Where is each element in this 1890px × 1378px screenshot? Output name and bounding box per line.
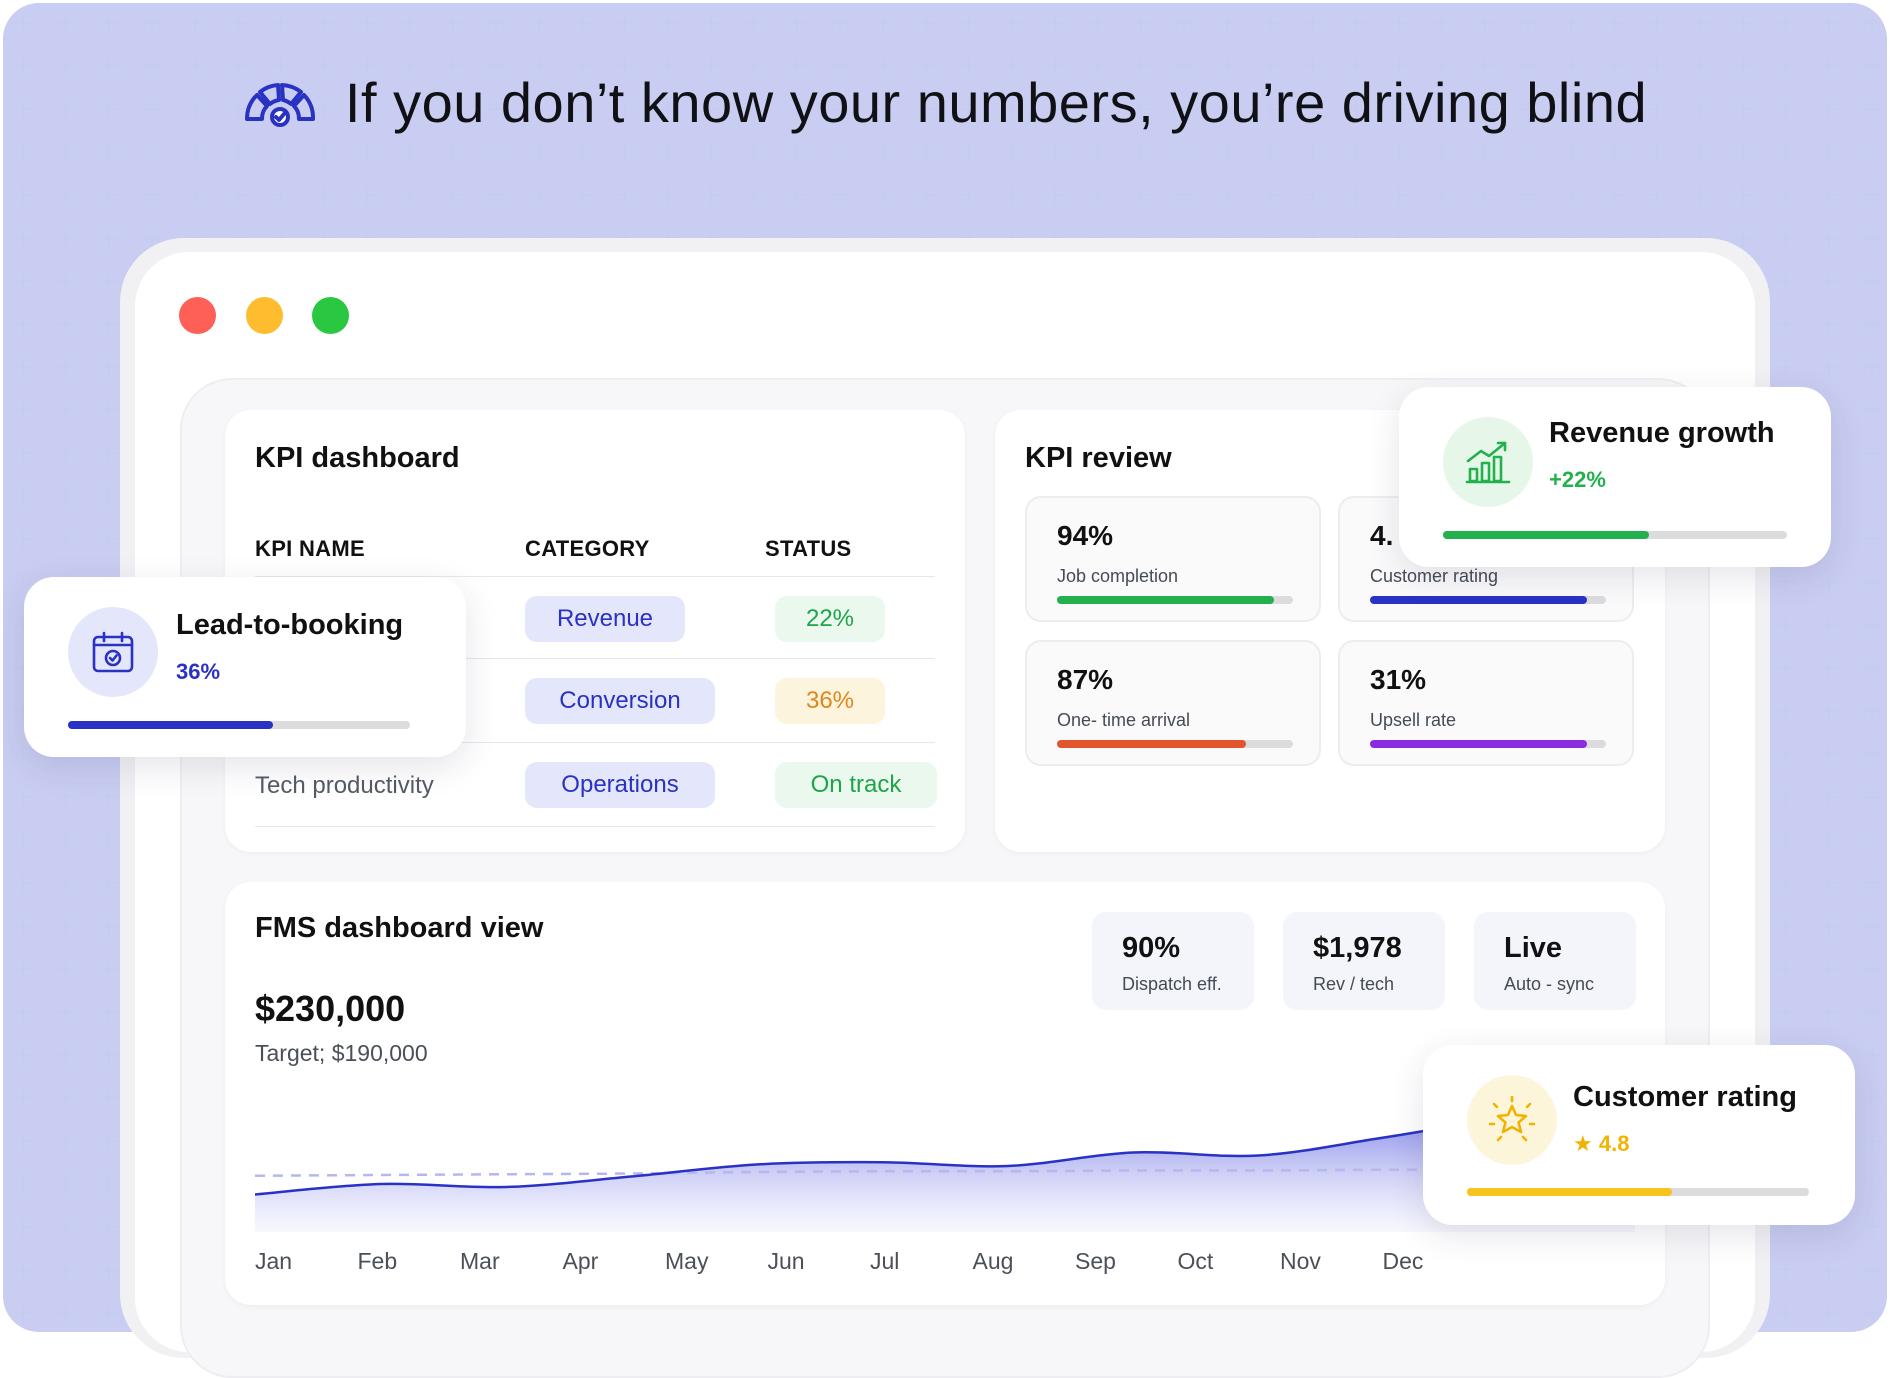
month-label: Nov (1280, 1248, 1321, 1274)
customer-rating-value-wrap: ★ 4.8 (1573, 1131, 1629, 1157)
category-badge-revenue: Revenue (525, 596, 685, 642)
headline-text: If you don’t know your numbers, you’re d… (344, 71, 1648, 134)
row-divider (255, 826, 935, 827)
kpi-tile-on-time-arrival[interactable]: 87% One- time arrival (1025, 640, 1321, 766)
revenue-growth-card[interactable]: Revenue growth +22% (1399, 387, 1831, 567)
row-divider (255, 742, 935, 743)
progress-track (1467, 1188, 1809, 1196)
stat-value: $1,978 (1313, 932, 1402, 964)
headline: If you don’t know your numbers, you’re d… (0, 70, 1890, 135)
window-close-button[interactable] (179, 297, 216, 334)
star-icon: ★ (1573, 1131, 1593, 1156)
progress-track (1057, 740, 1293, 748)
progress-track (1443, 531, 1787, 539)
stat-label: Dispatch eff. (1122, 974, 1222, 994)
progress-fill (1443, 531, 1650, 539)
lead-to-booking-card[interactable]: Lead-to-booking 36% (24, 577, 466, 757)
kpi-value: 94% (1057, 520, 1114, 551)
window-minimize-button[interactable] (246, 297, 283, 334)
kpi-tile-upsell-rate[interactable]: 31% Upsell rate (1338, 640, 1634, 766)
revenue-growth-title: Revenue growth (1549, 417, 1775, 449)
fms-title: FMS dashboard view (255, 912, 544, 944)
target-line (255, 1167, 1635, 1177)
kpi-review-title: KPI review (1025, 442, 1172, 474)
progress-track (1370, 740, 1606, 748)
kpi-tile-job-completion[interactable]: 94% Job completion (1025, 496, 1321, 622)
progress-fill (68, 721, 274, 729)
calendar-check-icon (68, 607, 158, 697)
bar-chart-up-icon (1443, 417, 1533, 507)
row-divider (255, 576, 935, 577)
month-label: Sep (1075, 1248, 1116, 1274)
progress-track (1370, 596, 1606, 604)
month-label: Jan (255, 1248, 293, 1274)
revenue-amount: $230,000 (255, 988, 406, 1029)
kpi-name-cell: Tech productivity (255, 772, 434, 799)
customer-rating-value: 4.8 (1598, 1131, 1630, 1156)
month-label: Apr (562, 1248, 599, 1274)
month-label: May (665, 1248, 709, 1274)
kpi-label: Customer rating (1370, 566, 1499, 586)
stat-auto-sync[interactable]: Live Auto - sync (1474, 912, 1636, 1010)
lead-to-booking-value: 36% (176, 659, 221, 684)
kpi-value: 31% (1370, 664, 1427, 695)
header-kpi-name: KPI NAME (255, 536, 365, 561)
kpi-dashboard-title: KPI dashboard (255, 442, 460, 474)
stat-value: 90% (1122, 932, 1181, 964)
month-label: Oct (1177, 1248, 1214, 1274)
customer-rating-card[interactable]: Customer rating ★ 4.8 (1423, 1045, 1855, 1225)
stat-label: Auto - sync (1504, 974, 1595, 994)
stat-revenue-per-tech[interactable]: $1,978 Rev / tech (1283, 912, 1445, 1010)
header-status: STATUS (765, 536, 852, 561)
progress-fill (1467, 1188, 1673, 1196)
lead-to-booking-title: Lead-to-booking (176, 609, 404, 641)
status-badge: 36% (775, 678, 885, 724)
stat-dispatch-efficiency[interactable]: 90% Dispatch eff. (1092, 912, 1254, 1010)
speedometer-icon (244, 82, 315, 127)
progress-fill (1370, 740, 1588, 748)
month-label: Dec (1382, 1248, 1424, 1274)
revenue-target: Target; $190,000 (255, 1040, 428, 1066)
revenue-area-chart (255, 1109, 1635, 1232)
month-label: Jun (767, 1248, 805, 1274)
kpi-label: Job completion (1057, 566, 1179, 586)
kpi-label: One- time arrival (1057, 710, 1191, 730)
kpi-value: 87% (1057, 664, 1114, 695)
month-label: Mar (460, 1248, 500, 1274)
month-label: Jul (870, 1248, 900, 1274)
progress-fill (1370, 596, 1588, 604)
revenue-line (255, 1109, 1635, 1196)
window-maximize-button[interactable] (312, 297, 349, 334)
stat-label: Rev / tech (1313, 974, 1395, 994)
kpi-value: 4. (1370, 520, 1394, 551)
progress-fill (1057, 740, 1246, 748)
category-badge-conversion: Conversion (525, 678, 715, 724)
month-label: Aug (972, 1248, 1014, 1274)
progress-track (68, 721, 410, 729)
month-label: Feb (357, 1248, 398, 1274)
header-category: CATEGORY (525, 536, 650, 561)
star-sparkle-icon (1467, 1075, 1557, 1165)
customer-rating-title: Customer rating (1573, 1081, 1797, 1113)
revenue-growth-value: +22% (1549, 467, 1606, 492)
progress-track (1057, 596, 1293, 604)
status-badge: 22% (775, 596, 885, 642)
progress-fill (1057, 596, 1275, 604)
row-divider (255, 658, 935, 659)
stat-value: Live (1504, 932, 1563, 964)
kpi-label: Upsell rate (1370, 710, 1457, 730)
status-badge: On track (775, 762, 937, 808)
category-badge-operations: Operations (525, 762, 715, 808)
